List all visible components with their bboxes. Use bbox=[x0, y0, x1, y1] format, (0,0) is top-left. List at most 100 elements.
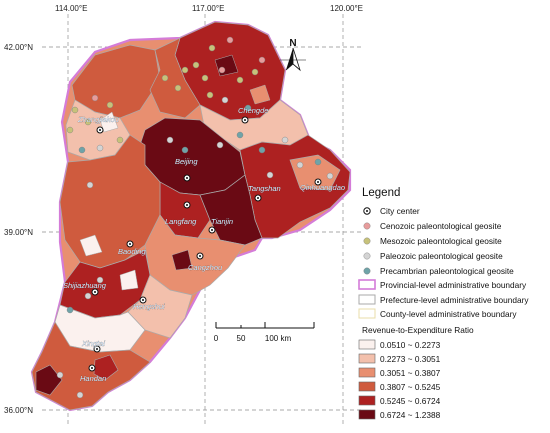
legend: Legend City center Cenozoic paleontologi… bbox=[358, 187, 529, 420]
legend-label-provincial-boundary: Provincial-level administrative boundary bbox=[380, 280, 527, 290]
county-boundary-swatch bbox=[358, 308, 376, 319]
geosite-point bbox=[96, 144, 104, 152]
geosite-point bbox=[208, 44, 216, 52]
geosite-point bbox=[66, 126, 74, 134]
lat-label-42: 42.00°N bbox=[4, 43, 33, 52]
scale-bar: 0 50 100 km bbox=[214, 322, 315, 343]
city-label-langfang: Langfang bbox=[165, 217, 197, 226]
scale-label-0: 0 bbox=[214, 334, 219, 343]
city-label-handan: Handan bbox=[80, 374, 106, 383]
city-label-tangshan: Tangshan bbox=[248, 184, 281, 193]
geosite-point bbox=[226, 36, 234, 44]
geosite-point bbox=[84, 118, 92, 126]
cenozoic-geosite-icon bbox=[363, 222, 371, 230]
lat-label-36: 36.00°N bbox=[4, 406, 33, 415]
geosite-point bbox=[251, 68, 259, 76]
city-center-icon bbox=[363, 207, 371, 215]
legend-label-precambrian: Precambrian paleontological geosite bbox=[380, 266, 514, 276]
city-center-icon bbox=[254, 194, 262, 202]
geosite-point bbox=[296, 161, 304, 169]
city-center-icon bbox=[96, 126, 104, 134]
geosite-point bbox=[181, 146, 189, 154]
ratio-swatch-4 bbox=[358, 381, 376, 392]
ratio-label-1: 0.0510 ~ 0.2273 bbox=[380, 340, 441, 350]
legend-label-city-center: City center bbox=[380, 206, 420, 216]
mesozoic-geosite-icon bbox=[363, 237, 371, 245]
scale-label-100: 100 km bbox=[265, 334, 292, 343]
lat-label-39: 39.00°N bbox=[4, 228, 33, 237]
geosite-point bbox=[201, 74, 209, 82]
city-center-icon bbox=[91, 288, 99, 296]
legend-label-mesozoic: Mesozoic paleontological geosite bbox=[380, 236, 502, 246]
ratio-swatch-6 bbox=[358, 409, 376, 420]
city-center-icon bbox=[196, 252, 204, 260]
legend-label-paleozoic: Paleozoic paleontological geosite bbox=[380, 251, 503, 261]
geosite-point bbox=[56, 371, 64, 379]
ratio-label-4: 0.3807 ~ 0.5245 bbox=[380, 382, 441, 392]
city-center-icon bbox=[314, 178, 322, 186]
city-label-chengde: Chengde bbox=[238, 106, 268, 115]
geosite-point bbox=[161, 74, 169, 82]
geosite-point bbox=[266, 171, 274, 179]
city-label-tianjin: Tianjin bbox=[211, 217, 233, 226]
scale-label-50: 50 bbox=[237, 334, 246, 343]
ratio-label-5: 0.5245 ~ 0.6724 bbox=[380, 396, 441, 406]
ratio-legend-title: Revenue-to-Expenditure Ratio bbox=[362, 325, 474, 335]
geosite-point bbox=[314, 158, 322, 166]
ratio-swatch-5 bbox=[358, 395, 376, 406]
geosite-point bbox=[258, 146, 266, 154]
city-center-icon bbox=[208, 226, 216, 234]
legend-title: Legend bbox=[362, 187, 400, 199]
legend-label-prefecture-boundary: Prefecture-level administrative boundary bbox=[380, 295, 529, 305]
geosite-point bbox=[192, 61, 200, 69]
geosite-point bbox=[236, 76, 244, 84]
geosite-point bbox=[221, 96, 229, 104]
geosite-point bbox=[216, 141, 224, 149]
geosite-point bbox=[236, 131, 244, 139]
city-center-icon bbox=[183, 201, 191, 209]
geosite-point bbox=[206, 91, 214, 99]
precambrian-geosite-icon bbox=[363, 267, 371, 275]
geosite-point bbox=[218, 66, 226, 74]
ratio-label-3: 0.3051 ~ 0.3807 bbox=[380, 368, 441, 378]
geosite-point bbox=[181, 66, 189, 74]
geosite-point bbox=[84, 292, 92, 300]
city-label-baoding: Baoding bbox=[118, 247, 146, 256]
lon-label-120: 120.00°E bbox=[330, 4, 363, 13]
north-arrow-left-half bbox=[286, 48, 293, 70]
geosite-point bbox=[281, 136, 289, 144]
lon-label-117: 117.00°E bbox=[192, 4, 224, 13]
lon-label-114: 114.00°E bbox=[55, 4, 87, 13]
north-arrow: N bbox=[280, 38, 306, 72]
geosite-point bbox=[66, 306, 74, 314]
ratio-label-6: 0.6724 ~ 1.2388 bbox=[380, 410, 441, 420]
province-regions bbox=[30, 20, 352, 412]
geosite-point bbox=[106, 101, 114, 109]
city-label-zhangjiakou: Zhangjiakou bbox=[77, 115, 120, 124]
geosite-point bbox=[174, 84, 182, 92]
geosite-point bbox=[91, 94, 99, 102]
city-label-beijing: Beijing bbox=[175, 157, 198, 166]
city-label-cangzhou: Cangzhou bbox=[188, 263, 223, 272]
city-center-icon bbox=[241, 116, 249, 124]
geosite-point bbox=[71, 106, 79, 114]
city-label-shijiazhuang: Shijiazhuang bbox=[63, 281, 107, 290]
geosite-point bbox=[86, 181, 94, 189]
city-label-xingtai: Xingtai bbox=[81, 339, 105, 348]
geosite-point bbox=[326, 172, 334, 180]
geosite-point bbox=[116, 136, 124, 144]
legend-label-county-boundary: County-level administrative boundary bbox=[380, 309, 517, 319]
city-label-hengshui: Hengshui bbox=[133, 302, 165, 311]
provincial-boundary-swatch bbox=[358, 279, 376, 290]
prefecture-boundary-swatch bbox=[358, 294, 376, 305]
ratio-swatch-2 bbox=[358, 353, 376, 364]
city-center-icon bbox=[88, 364, 96, 372]
city-labels: Zhangjiakou Chengde Beijing Tangshan Qin… bbox=[63, 106, 345, 383]
geosite-markers bbox=[56, 36, 334, 399]
city-label-qinhuangdao: Qinhuangdao bbox=[300, 183, 345, 192]
geosite-point bbox=[166, 136, 174, 144]
legend-label-cenozoic: Cenozoic paleontological geosite bbox=[380, 221, 502, 231]
geosite-point bbox=[78, 146, 86, 154]
geosite-point bbox=[96, 276, 104, 284]
